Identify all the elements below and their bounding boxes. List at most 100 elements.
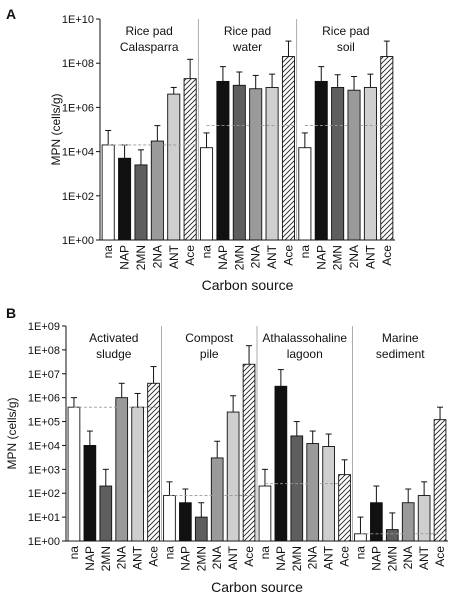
y-tick-label: 1E+02 — [62, 191, 94, 203]
panel-b-chart: 1E+00 1E+01 1E+02 1E+03 1E+04 1E+05 1E+06 1E+07… — [5, 321, 448, 595]
y-tick-label: 1E+06 — [62, 102, 94, 114]
bar-nap — [314, 80, 328, 241]
bar-ant — [167, 93, 181, 241]
bar-2mn — [134, 164, 148, 241]
category-label: 2MN — [194, 546, 208, 571]
category-label: Ace — [380, 245, 394, 266]
category-label: 2MN — [385, 546, 399, 571]
category-label: na — [200, 245, 214, 259]
category-label: NAP — [369, 546, 383, 571]
bar-ace — [338, 474, 351, 542]
bar-ant — [363, 86, 377, 241]
group-label: Compost — [185, 331, 234, 345]
category-label: NAP — [314, 245, 328, 270]
panel-label-b: B — [6, 305, 16, 321]
bar-ace — [433, 419, 447, 542]
bar-2na — [115, 397, 129, 542]
group-label: water — [232, 40, 262, 54]
group-label: Calasparra — [120, 40, 179, 54]
group-label: Rice pad — [224, 24, 271, 38]
bar-ace — [183, 78, 197, 241]
category-label: 2MN — [232, 245, 246, 270]
category-label: NAP — [178, 546, 192, 571]
bar-ace — [242, 363, 256, 542]
y-tick-label: 1E+10 — [62, 14, 94, 26]
category-label: ANT — [417, 545, 431, 570]
bar-ant — [265, 86, 279, 241]
group-label: pile — [200, 347, 219, 361]
category-label: 2MN — [331, 245, 345, 270]
bar-2mn — [99, 485, 113, 542]
panel-label-a: A — [6, 6, 16, 22]
bar-2na — [401, 502, 415, 542]
category-label: Ace — [338, 546, 352, 567]
bar-ant — [322, 446, 335, 542]
y-tick-label: 1E+07 — [28, 369, 60, 381]
panel-a-chart: 1E+00 1E+02 1E+04 1E+06 1E+08 1E+10 MPN (cells… — [49, 14, 395, 293]
bar-2mn — [290, 435, 304, 542]
group-label: Rice pad — [125, 24, 172, 38]
bar-2mn — [331, 86, 345, 241]
bar-2mn — [385, 529, 399, 542]
y-tick-label: 1E+03 — [28, 464, 60, 476]
bar-2mn — [232, 84, 246, 241]
category-label: ANT — [265, 244, 279, 269]
category-label: 2NA — [210, 546, 224, 569]
y-tick-label: 1E+02 — [28, 488, 60, 500]
category-label: 2MN — [290, 546, 304, 571]
y-axis-title: MPN (cells/g) — [49, 93, 63, 165]
y-tick-label: 1E+01 — [28, 512, 60, 524]
group-label: soil — [337, 40, 355, 54]
category-label: 2NA — [249, 245, 263, 268]
bar-2na — [306, 443, 320, 542]
y-tick-label: 1E+09 — [28, 321, 60, 333]
bar-nap — [118, 157, 132, 241]
category-label: Ace — [147, 546, 161, 567]
category-label: 2NA — [115, 546, 129, 569]
bar-nap — [83, 444, 97, 542]
y-axis-title: MPN (cells/g) — [5, 397, 19, 469]
category-label: NAP — [274, 546, 288, 571]
category-label: 2MN — [134, 245, 148, 270]
bar-na — [258, 485, 272, 542]
bar-2mn — [194, 516, 208, 542]
category-label: ANT — [322, 545, 336, 570]
bar-2na — [347, 89, 361, 241]
bar-ant — [226, 411, 240, 542]
category-label: 2NA — [306, 546, 320, 569]
bar-na — [354, 533, 367, 542]
category-label: na — [258, 546, 272, 560]
bar-nap — [179, 502, 192, 542]
group-label: Rice pad — [322, 24, 369, 38]
group-label: sludge — [96, 347, 132, 361]
bar-nap — [370, 502, 383, 542]
bar-ace — [380, 56, 394, 241]
category-label: na — [101, 245, 115, 259]
category-label: na — [298, 245, 312, 259]
bar-2na — [249, 88, 263, 241]
bar-na — [101, 144, 115, 241]
category-label: na — [67, 546, 81, 560]
category-label: 2NA — [150, 245, 164, 268]
category-label: 2NA — [347, 245, 361, 268]
group-label: Activated — [89, 331, 138, 345]
category-label: NAP — [118, 245, 132, 270]
category-label: ANT — [226, 545, 240, 570]
y-tick-label: 1E+08 — [28, 345, 60, 357]
y-tick-label: 1E+04 — [28, 440, 60, 452]
category-label: Ace — [433, 546, 447, 567]
group-label: Athalassohaline — [262, 331, 347, 345]
bar-ant — [131, 406, 144, 542]
group-label: Marine — [382, 331, 419, 345]
y-tick-label: 1E+00 — [28, 536, 60, 548]
category-label: 2NA — [401, 546, 415, 569]
y-tick-label: 1E+00 — [62, 235, 94, 247]
category-label: ANT — [131, 545, 145, 570]
x-axis-title: Carbon source — [211, 579, 303, 595]
category-label: na — [353, 546, 367, 560]
y-tick-label: 1E+05 — [28, 417, 60, 429]
group-label: lagoon — [287, 347, 323, 361]
y-tick-label: 1E+04 — [62, 147, 94, 159]
bar-2na — [150, 140, 164, 241]
